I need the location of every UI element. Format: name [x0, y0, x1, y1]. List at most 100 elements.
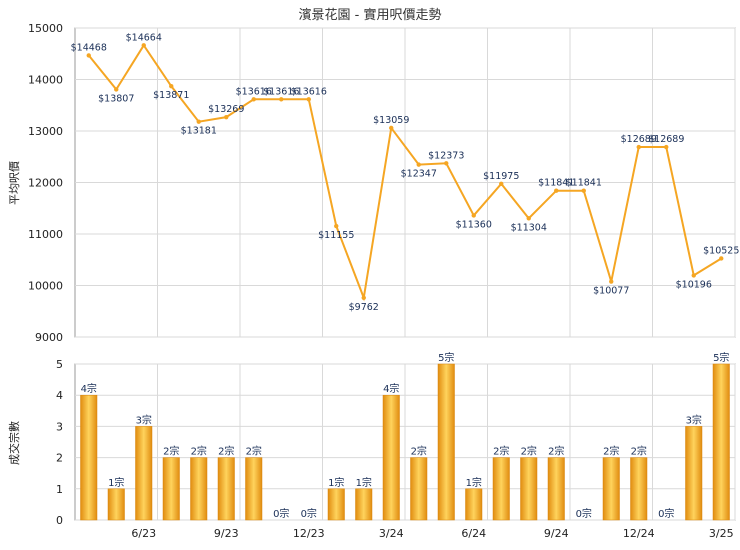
price-point: [499, 181, 504, 186]
count-bar: [327, 488, 345, 521]
price-point: [691, 273, 696, 278]
count-bar: [162, 457, 180, 521]
count-data-label: 3宗: [136, 413, 152, 426]
price-point: [279, 97, 284, 102]
line-y-tick-label: 15000: [28, 22, 63, 35]
count-data-label: 2宗: [548, 445, 564, 458]
line-y-tick-label: 13000: [28, 125, 63, 138]
count-data-label: 2宗: [521, 445, 537, 458]
price-point: [609, 279, 614, 284]
count-data-label: 4宗: [383, 382, 399, 395]
price-data-label: $10525: [703, 245, 739, 256]
bar-y-tick-label: 0: [56, 514, 63, 527]
count-bar: [630, 457, 648, 521]
price-point: [361, 295, 366, 300]
count-bar: [437, 363, 455, 521]
count-data-label: 1宗: [328, 476, 344, 489]
price-data-label: $11360: [456, 219, 492, 230]
price-data-label: $14468: [71, 42, 107, 53]
price-data-label: $13181: [181, 126, 217, 137]
price-data-label: $13059: [373, 115, 409, 126]
line-y-axis-label: 平均呎價: [7, 161, 21, 205]
price-point: [169, 83, 174, 89]
price-data-label: $12347: [401, 169, 437, 180]
count-data-label: 2宗: [163, 445, 179, 458]
bar-y-tick-label: 2: [56, 452, 63, 465]
count-bar: [712, 363, 730, 521]
bar-y-tick-label: 1: [56, 483, 63, 496]
count-bar: [80, 394, 98, 521]
count-data-label: 2宗: [493, 445, 509, 458]
price-point: [636, 144, 641, 150]
price-point: [196, 119, 201, 124]
count-bar: [602, 457, 620, 521]
x-tick-label: 12/24: [623, 527, 655, 540]
count-data-label: 2宗: [631, 445, 647, 458]
count-data-label: 2宗: [411, 445, 427, 458]
count-data-label: 5宗: [438, 351, 454, 364]
price-point: [141, 43, 146, 48]
bar-y-axis-label: 成交宗數: [7, 421, 21, 465]
x-tick-label: 9/23: [214, 527, 239, 540]
price-point: [471, 213, 476, 218]
line-y-tick-label: 12000: [28, 177, 63, 190]
count-data-label: 1宗: [466, 476, 482, 489]
price-point: [664, 144, 669, 150]
price-data-label: $10196: [676, 279, 712, 290]
price-point: [389, 125, 394, 131]
price-data-label: $14664: [126, 32, 162, 43]
line-y-tick-label: 10000: [28, 280, 63, 293]
count-data-label: 0宗: [658, 507, 674, 520]
x-tick-label: 6/24: [461, 527, 486, 540]
price-point: [526, 216, 531, 221]
count-bar: [355, 488, 373, 521]
price-data-label: $10077: [593, 286, 629, 297]
price-data-label: $13616: [236, 86, 272, 97]
count-data-label: 0宗: [301, 507, 317, 520]
price-point: [306, 97, 311, 102]
count-bar: [520, 457, 538, 521]
count-bar: [465, 488, 483, 521]
price-data-label: $13616: [291, 86, 327, 97]
count-data-label: 0宗: [576, 507, 592, 520]
x-tick-label: 9/24: [544, 527, 569, 540]
bar-y-tick-label: 5: [56, 358, 63, 371]
price-point: [719, 256, 724, 261]
price-data-label: $13616: [263, 86, 299, 97]
bar-panel: 0 1 2 3 4 5 4宗 1宗 3宗 2宗 2宗 2宗 2宗 0宗 0宗 1宗 1宗 4宗 2宗 5宗 1宗 2宗 2宗…: [56, 351, 736, 540]
count-bar: [245, 457, 263, 521]
bar-y-tick-label: 4: [56, 389, 63, 402]
count-data-label: 2宗: [191, 445, 207, 458]
count-data-label: 2宗: [218, 445, 234, 458]
chart-title: 濱景花園 - 實用呎價走勢: [299, 7, 442, 23]
line-y-tick-label: 14000: [28, 74, 63, 87]
price-data-label: $12373: [428, 150, 464, 161]
count-bar: [217, 457, 235, 521]
price-data-label: $12689: [648, 134, 684, 145]
count-bar: [547, 457, 565, 521]
price-data-label: $13269: [208, 104, 244, 115]
price-data-label: $11304: [511, 222, 547, 233]
count-bar: [135, 426, 153, 521]
count-bar: [685, 426, 703, 521]
price-point: [86, 53, 91, 58]
count-data-label: 5宗: [713, 351, 729, 364]
price-data-label: $13807: [98, 93, 134, 104]
price-point: [224, 114, 229, 120]
x-tick-label: 3/24: [379, 527, 404, 540]
price-data-label: $12689: [621, 134, 657, 145]
price-data-label: $9762: [349, 302, 379, 313]
count-data-label: 0宗: [273, 507, 289, 520]
line-panel: 9000 10000 11000 12000 13000 14000 15000 $14468…: [28, 22, 739, 344]
x-tick-label: 12/23: [293, 527, 325, 540]
x-tick-label: 6/23: [131, 527, 156, 540]
price-data-label: $11975: [483, 171, 519, 182]
count-data-label: 2宗: [603, 445, 619, 458]
count-bar: [492, 457, 510, 521]
count-data-label: 1宗: [356, 476, 372, 489]
count-data-label: 3宗: [686, 413, 702, 426]
x-tick-label: 3/25: [709, 527, 734, 540]
line-y-tick-label: 9000: [35, 331, 63, 344]
count-bar: [410, 457, 428, 521]
